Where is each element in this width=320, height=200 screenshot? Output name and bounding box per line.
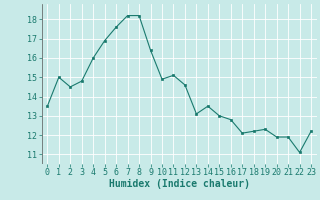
- X-axis label: Humidex (Indice chaleur): Humidex (Indice chaleur): [109, 179, 250, 189]
